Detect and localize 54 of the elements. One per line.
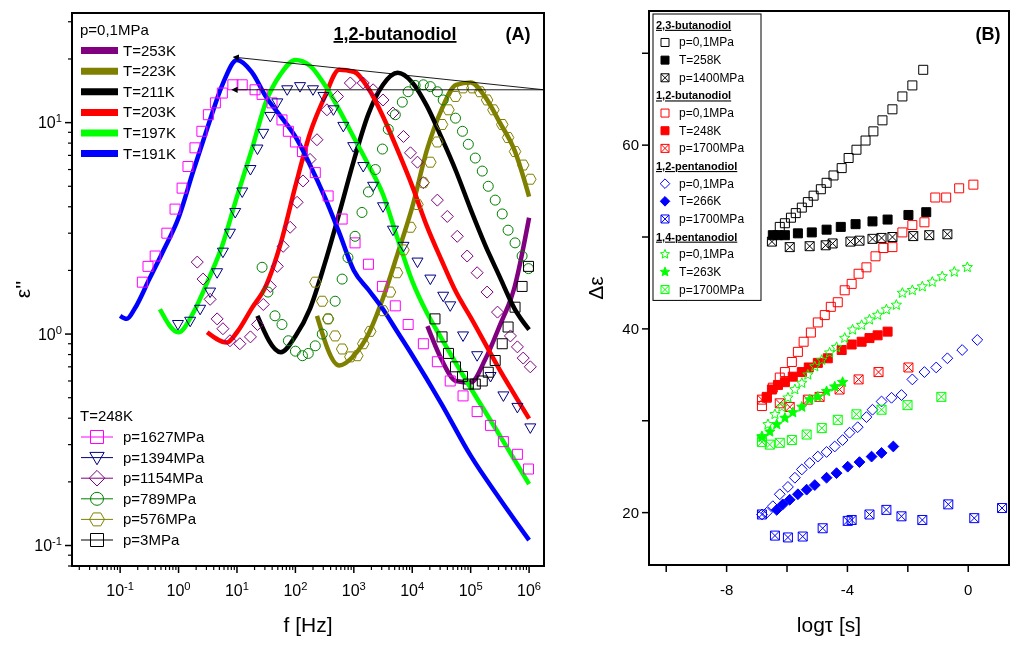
legend-label: p=1700MPa: [679, 211, 745, 226]
x-tick-label: 10$^{2}$: [283, 580, 308, 599]
x-tick-label: 10$^{0}$: [166, 580, 191, 599]
legend-label: T=263K: [679, 264, 722, 279]
annotation: (A): [505, 24, 531, 44]
legend-label: p=0,1MPa: [679, 247, 735, 262]
x-axis-title: logτ [s]: [796, 613, 862, 636]
y-tick-label: 60: [622, 136, 639, 154]
x-tick-label: 10$^{-1}$: [106, 580, 135, 599]
annotation: (B): [975, 24, 1001, 44]
legend-label: T=248K: [679, 123, 722, 138]
legend-label: p=0,1MPa: [679, 106, 735, 121]
text: 1,2-butanodiol: [656, 89, 732, 102]
text: 1,4-pentanodiol: [656, 230, 738, 243]
legend-label: T=197K: [123, 124, 176, 141]
y-axis-title: ε'': [11, 280, 34, 299]
y-tick-label: 40: [622, 320, 639, 338]
legend-label: p=1700MPa: [679, 141, 745, 156]
legend-label: p=1154MPa: [123, 469, 204, 487]
legend-label: p=3MPa: [123, 531, 180, 548]
legend-label: T=266K: [679, 194, 722, 209]
legend-label: p=789MPa: [123, 489, 197, 507]
y-tick-label: 10$^{-1}$: [34, 535, 62, 555]
legend-label: T=253K: [123, 41, 176, 59]
y-tick-label: 10$^{1}$: [37, 112, 62, 132]
legend-label: T=191K: [123, 144, 176, 162]
x-tick-label: -8: [719, 581, 734, 598]
legend-label: p=0,1MPa: [679, 35, 735, 50]
legend-label: p=1400MPa: [679, 70, 745, 85]
x-tick-label: 10$^{4}$: [400, 580, 425, 599]
text: p=0,1MPa: [80, 21, 149, 38]
legend-label: p=1700MPa: [679, 282, 745, 297]
legend-label: p=1394MPa: [123, 448, 205, 466]
x-tick-label: 0: [964, 581, 973, 598]
legend-label: T=211K: [123, 82, 175, 100]
text: 2,3-butanodiol: [656, 18, 732, 31]
y-axis-title: Δε: [584, 276, 607, 300]
x-tick-label: 10$^{3}$: [341, 580, 366, 599]
x-tick-label: 10$^{5}$: [458, 580, 483, 599]
legend-label: T=223K: [123, 62, 176, 80]
x-axis-title: f [Hz]: [283, 613, 333, 636]
legend-label: T=203K: [123, 103, 176, 121]
text: T=248K: [80, 407, 133, 425]
y-tick-label: 10$^{0}$: [37, 323, 62, 343]
x-tick-label: 10$^{1}$: [224, 580, 249, 599]
legend-label: p=0,1MPa: [679, 176, 735, 191]
legend-label: T=258K: [679, 53, 722, 68]
text: 1,2-butanodiol: [333, 24, 457, 44]
x-tick-label: -4: [840, 581, 855, 598]
y-tick-label: 20: [622, 503, 639, 521]
x-tick-label: 10$^{6}$: [517, 580, 542, 599]
legend-label: p=576MPa: [123, 510, 197, 528]
text: 1,2-pentanodiol: [656, 160, 738, 173]
legend-label: p=1627MPa: [123, 428, 205, 445]
